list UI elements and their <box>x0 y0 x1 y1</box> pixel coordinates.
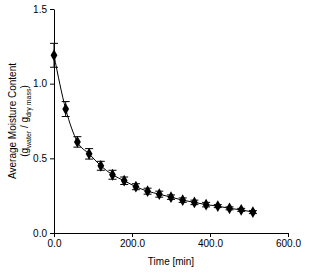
x-axis-line <box>55 233 289 234</box>
y-tick: 0.0 <box>33 228 54 239</box>
point <box>191 197 198 209</box>
error-bar <box>73 137 81 147</box>
x-tick: 400.0 <box>198 233 223 249</box>
subscript: dry mass <box>25 88 33 117</box>
subscript: water <box>25 130 32 149</box>
error-cap <box>62 101 70 102</box>
error-bar <box>62 102 70 117</box>
x-tick-mark <box>210 233 211 237</box>
y-tick: 1.5 <box>33 4 54 15</box>
y-tick-label: 0.5 <box>33 153 47 164</box>
x-tick-mark <box>132 233 133 237</box>
y-tick-label: 0.0 <box>33 228 47 239</box>
error-bar <box>85 149 93 159</box>
x-tick: 200.0 <box>120 233 145 249</box>
y-tick-mark <box>50 9 54 10</box>
units-text: (g <box>19 148 30 157</box>
error-cap <box>50 67 58 68</box>
x-tick: 600.0 <box>276 233 301 249</box>
error-cap <box>50 43 58 44</box>
point <box>86 148 93 160</box>
y-tick-label: 1.0 <box>33 78 47 89</box>
chart: 0.0 200.0 400.0 600.0 0.0 0.5 1.0 1.5 Time [min]… <box>0 0 312 278</box>
marks <box>50 43 257 218</box>
x-tick-label: 0.0 <box>48 238 62 249</box>
x-tick-label: 400.0 <box>198 238 223 249</box>
y-tick-mark <box>50 158 54 159</box>
y-axis-title: Average Moisture Content <box>7 63 18 179</box>
x-tick-label: 600.0 <box>276 238 301 249</box>
point <box>168 191 175 203</box>
point <box>121 175 128 187</box>
plot: 0.0 200.0 400.0 600.0 0.0 0.5 1.0 1.5 Time [min]… <box>7 4 301 267</box>
point <box>97 160 104 172</box>
y-tick: 0.5 <box>33 153 54 164</box>
y-axis: 0.0 0.5 1.0 1.5 <box>33 4 54 239</box>
x-axis-title: Time [min] <box>148 256 195 267</box>
point <box>51 49 58 61</box>
point <box>250 206 257 218</box>
point <box>133 181 140 193</box>
point <box>144 185 151 197</box>
x-tick-mark <box>54 233 55 237</box>
point <box>203 199 210 211</box>
point <box>214 200 221 212</box>
point <box>226 202 233 214</box>
units-text: / g <box>19 117 30 131</box>
point <box>74 136 81 148</box>
y-tick-mark <box>50 84 54 85</box>
y-tick: 1.0 <box>33 78 54 89</box>
point <box>109 169 116 181</box>
x-tick-label: 200.0 <box>120 238 145 249</box>
y-tick-label: 1.5 <box>33 4 47 15</box>
units-text: ) <box>19 85 30 88</box>
point <box>62 103 69 115</box>
x-tick: 0.0 <box>48 233 62 249</box>
point <box>179 194 186 206</box>
y-axis-title-units: (gwater / gdry mass) <box>19 85 33 157</box>
error-cap <box>62 116 70 117</box>
line <box>54 55 253 212</box>
x-axis: 0.0 200.0 400.0 600.0 <box>48 233 302 249</box>
y-tick-mark <box>50 233 54 234</box>
error-bar <box>50 43 58 67</box>
x-tick-mark <box>288 233 289 237</box>
point <box>238 204 245 216</box>
point <box>156 188 163 200</box>
